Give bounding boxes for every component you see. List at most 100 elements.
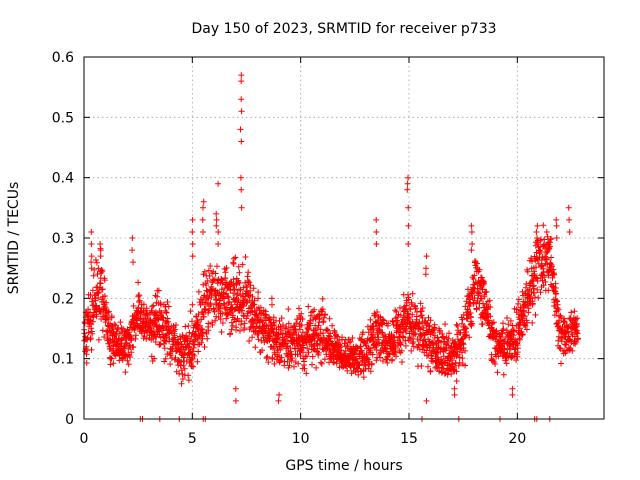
data-point [368,360,375,367]
data-point [571,333,578,340]
data-point [229,312,236,319]
data-point [132,332,139,339]
data-point [500,326,507,332]
data-point [304,345,311,352]
data-point [204,277,211,284]
data-point [195,319,201,326]
data-point [397,341,404,348]
data-point [356,362,363,369]
x-tick-label: 10 [292,431,310,447]
data-point [212,270,219,277]
data-point [101,293,108,299]
data-point [155,287,162,294]
data-point [393,353,400,360]
data-point [265,359,272,366]
data-point [105,309,112,316]
data-point [181,365,188,372]
data-point [367,368,374,375]
data-point [195,348,202,355]
data-point [500,371,507,378]
data-point [200,198,207,205]
data-point [551,312,558,319]
data-point [83,360,90,366]
data-point [504,346,511,353]
data-point [544,233,551,240]
data-point [247,282,254,289]
data-point [259,347,266,354]
data-point [217,316,224,323]
data-point [215,180,222,187]
data-point [468,229,475,235]
data-point [211,308,218,315]
data-point [185,350,192,356]
data-point [249,293,256,300]
data-point [201,268,208,275]
data-point [435,338,442,345]
data-point [537,248,544,255]
data-point [459,316,466,323]
data-point [327,330,334,337]
data-point [285,320,292,327]
data-point [238,96,245,103]
data-point [190,363,197,370]
data-point [322,311,329,318]
data-point [203,287,210,294]
data-point [187,337,194,344]
data-point [409,340,416,347]
data-point [209,321,216,328]
data-point [172,354,179,361]
data-point [330,359,337,365]
data-point [255,295,261,302]
data-point [85,329,92,336]
data-point [423,253,430,260]
data-point [242,254,249,260]
data-point [571,308,578,315]
data-point [178,380,185,387]
data-point [315,322,322,329]
data-point [334,333,341,340]
data-point [440,365,447,372]
data-point [513,357,520,364]
data-point [237,327,243,334]
data-point [241,320,248,327]
data-point [246,338,253,344]
data-point [530,282,537,289]
data-point [165,303,172,310]
data-point [269,354,276,361]
data-point [305,349,312,356]
data-point [504,315,510,321]
data-point [234,290,241,297]
data-point [244,283,250,290]
data-point [198,339,205,346]
data-point [390,339,397,346]
data-point [550,266,557,273]
data-point [405,204,412,211]
data-point [278,327,285,334]
data-point [412,305,419,312]
data-point [194,358,201,365]
data-point [200,229,206,235]
data-point [313,364,320,371]
data-point [301,358,308,365]
data-point [448,371,455,377]
data-point [459,349,465,356]
data-point [545,287,552,294]
data-point [276,391,283,398]
data-point [540,222,547,229]
data-point [125,361,132,368]
data-point [97,247,104,254]
data-point [454,351,461,358]
data-point [496,333,503,340]
data-point [405,174,411,181]
data-point [238,108,245,115]
data-point [239,261,246,268]
data-point [574,315,581,322]
data-point [373,241,380,247]
x-axis-label: GPS time / hours [285,458,402,474]
data-point [175,340,182,346]
data-point [262,308,269,315]
data-point [264,353,271,360]
data-point [442,321,449,328]
data-point [295,360,302,367]
data-point [423,347,430,354]
